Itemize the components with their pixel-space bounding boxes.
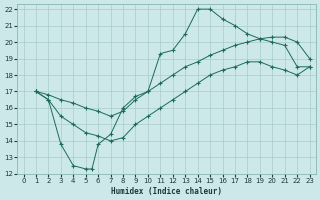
X-axis label: Humidex (Indice chaleur): Humidex (Indice chaleur): [111, 187, 222, 196]
